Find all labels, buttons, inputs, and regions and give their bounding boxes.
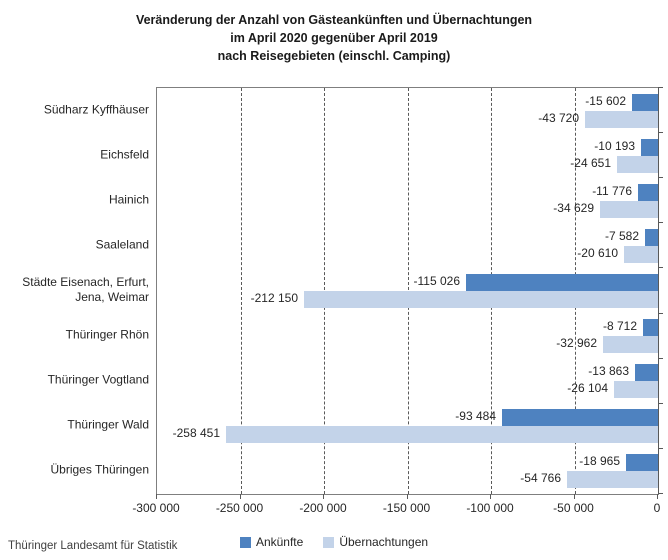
bar-uebernachtungen (614, 381, 658, 399)
x-tick-label: -100 000 (466, 501, 514, 515)
bar-ankuenfte (626, 454, 658, 472)
x-axis-tick (239, 494, 241, 499)
category-axis-tick (658, 493, 663, 494)
bar-uebernachtungen (585, 110, 658, 128)
category-label: Übriges Thüringen (50, 462, 149, 477)
value-label: -20 610 (577, 245, 618, 260)
legend-label: Ankünfte (255, 535, 304, 549)
x-tick-label: -200 000 (299, 501, 347, 515)
gridline (240, 88, 242, 494)
value-label: -34 629 (553, 200, 594, 215)
category-axis-tick (658, 267, 663, 269)
x-axis-tick (406, 494, 408, 499)
legend-swatch-icon (239, 536, 251, 548)
value-label: -93 484 (455, 409, 496, 424)
bar-ankuenfte (643, 319, 658, 337)
plot-area (156, 87, 659, 495)
x-tick-label: -300 000 (132, 501, 180, 515)
value-label: -43 720 (538, 110, 579, 125)
bar-uebernachtungen (603, 336, 658, 354)
chart-legend: Ankünfte Übernachtungen (0, 535, 668, 549)
value-label: -258 451 (172, 426, 220, 441)
value-label: -26 104 (567, 381, 608, 396)
bar-ankuenfte (638, 183, 658, 201)
category-axis-tick (658, 87, 663, 88)
category-axis-tick (658, 312, 663, 314)
category-label: Südharz Kyffhäuser (43, 102, 149, 117)
bar-uebernachtungen (304, 291, 658, 308)
category-axis-tick (658, 447, 663, 449)
x-axis-tick (573, 494, 575, 499)
x-tick-label: -250 000 (215, 501, 264, 515)
bar-ankuenfte (632, 93, 658, 111)
category-label: Thüringer Rhön (65, 327, 149, 342)
bar-ankuenfte (502, 409, 658, 427)
x-tick-label: -150 000 (382, 501, 431, 515)
bar-uebernachtungen (617, 155, 658, 173)
legend-item: Übernachtungen (323, 535, 428, 549)
bar-uebernachtungen (567, 471, 658, 489)
value-label: -24 651 (570, 155, 611, 170)
category-axis-tick (658, 177, 663, 179)
value-label: -212 150 (250, 291, 298, 305)
category-label: Hainich (108, 192, 149, 207)
value-label: -13 863 (588, 364, 629, 379)
category-axis-tick (658, 357, 663, 359)
bar-ankuenfte (635, 364, 658, 382)
value-label: -32 962 (556, 336, 597, 351)
category-axis-tick (658, 222, 663, 224)
chart-title: Veränderung der Anzahl von Gästeankünfte… (0, 11, 668, 65)
legend-label: Übernachtungen (339, 535, 429, 549)
value-label: -10 193 (594, 138, 635, 153)
x-axis-tick (490, 494, 491, 499)
bar-ankuenfte (645, 228, 658, 246)
x-axis-tick (156, 494, 157, 499)
bar-uebernachtungen (600, 200, 658, 218)
source-attribution: Thüringer Landesamt für Statistik (8, 540, 178, 552)
x-tick-label: -50 000 (553, 501, 594, 515)
category-label: Eichsfeld (100, 147, 149, 162)
x-tick-label: 0 (653, 501, 661, 515)
category-label: Thüringer Wald (67, 417, 149, 432)
legend-swatch-icon (323, 536, 335, 548)
value-label: -8 712 (602, 319, 637, 334)
value-label: -18 965 (579, 454, 620, 469)
category-axis-tick (658, 402, 663, 404)
bar-uebernachtungen (226, 426, 658, 444)
category-label: Saaleland (95, 237, 149, 252)
bar-uebernachtungen (624, 245, 658, 263)
x-axis-tick (657, 494, 658, 499)
chart-title-line-2: im April 2020 gegenüber April 2019 (230, 31, 438, 45)
category-axis-tick (658, 132, 663, 134)
value-label: -11 776 (592, 183, 632, 198)
value-label: -15 602 (585, 93, 626, 108)
chart-title-line-3: nach Reisegebieten (einschl. Camping) (217, 49, 451, 63)
category-label: Städte Eisenach, Erfurt, Jena, Weimar (22, 275, 149, 304)
chart-title-line-1: Veränderung der Anzahl von Gästeankünfte… (135, 13, 533, 27)
value-label: -54 766 (520, 471, 561, 486)
bar-ankuenfte (641, 138, 658, 156)
legend-item: Ankünfte (239, 535, 304, 549)
value-label: -7 582 (604, 228, 639, 243)
value-label: -115 026 (413, 274, 460, 288)
category-label: Thüringer Vogtland (47, 372, 149, 387)
x-axis-tick (323, 494, 324, 499)
zero-axis-line (658, 88, 659, 494)
bar-ankuenfte (466, 274, 658, 291)
